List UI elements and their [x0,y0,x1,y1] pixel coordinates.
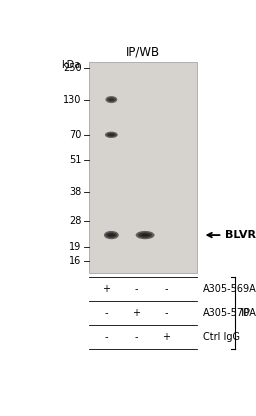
Text: IP: IP [241,308,251,318]
Ellipse shape [105,96,117,103]
Text: 250: 250 [63,62,82,72]
Text: 28: 28 [69,216,82,226]
Ellipse shape [138,233,152,238]
Text: -: - [105,308,108,318]
Text: 19: 19 [69,242,82,252]
Text: +: + [102,285,110,295]
Ellipse shape [107,97,116,102]
Text: -: - [164,285,168,295]
Text: Ctrl IgG: Ctrl IgG [203,332,240,342]
Text: A305-570A: A305-570A [203,308,256,318]
Text: IP/WB: IP/WB [125,45,160,58]
Text: -: - [134,332,138,342]
Text: -: - [164,308,168,318]
Ellipse shape [141,234,149,237]
Text: +: + [162,332,170,342]
Text: BLVRB: BLVRB [226,230,256,240]
Text: +: + [132,308,140,318]
Text: -: - [105,332,108,342]
Text: 130: 130 [63,94,82,104]
Ellipse shape [109,98,114,101]
Text: -: - [134,285,138,295]
Text: 70: 70 [69,130,82,140]
Ellipse shape [109,134,114,136]
Ellipse shape [105,131,118,138]
Text: 51: 51 [69,156,82,166]
Text: A305-569A: A305-569A [203,285,256,295]
Ellipse shape [108,234,115,237]
Text: 16: 16 [69,256,82,266]
Ellipse shape [106,233,117,238]
Ellipse shape [106,133,116,137]
Ellipse shape [136,231,155,239]
Ellipse shape [104,231,119,239]
Text: kDa: kDa [61,59,80,69]
Text: 38: 38 [69,188,82,198]
Bar [89,62,197,272]
